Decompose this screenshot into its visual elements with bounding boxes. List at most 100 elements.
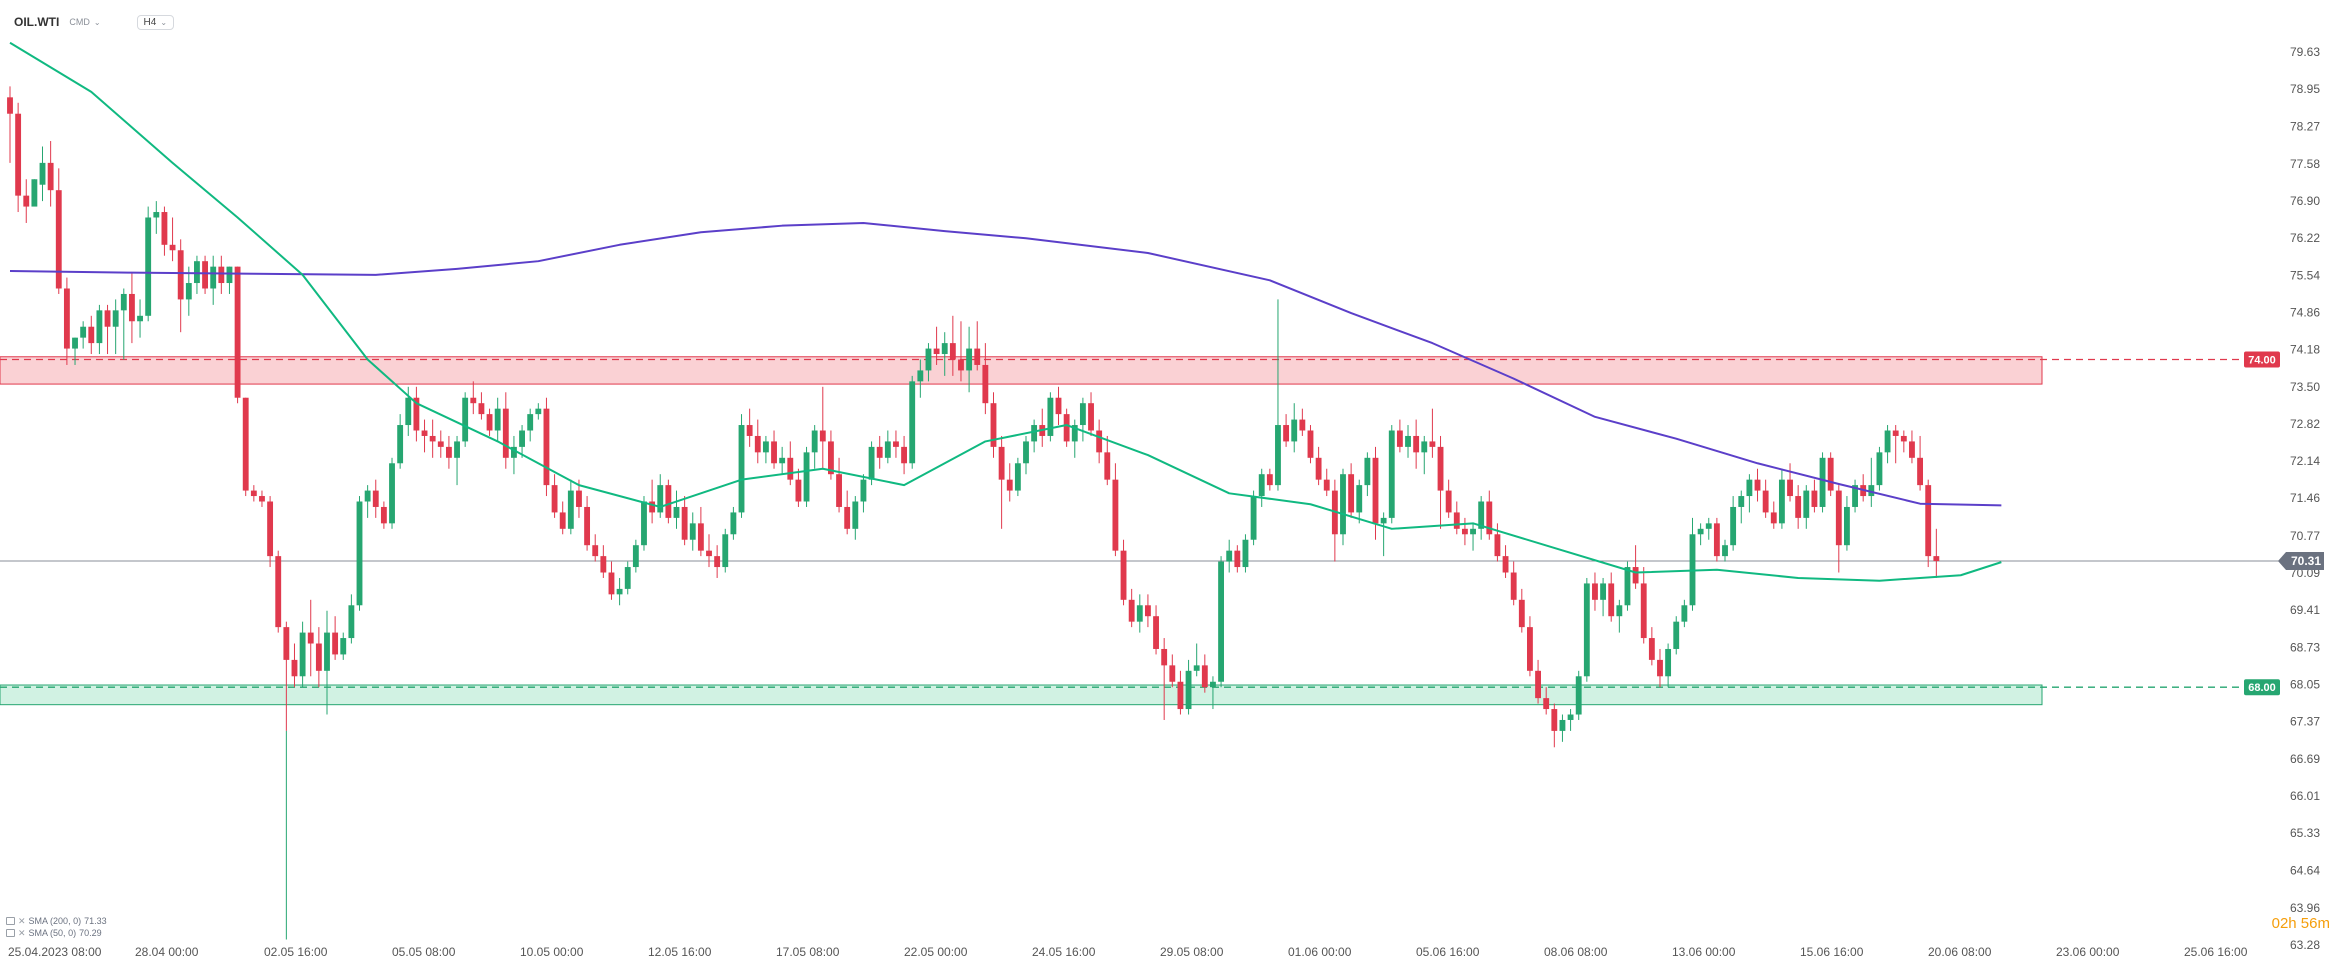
candle-body — [218, 266, 225, 284]
candle-body — [909, 381, 916, 464]
candle-body — [933, 348, 940, 355]
candle-body — [1494, 534, 1501, 557]
candle-body — [104, 310, 111, 327]
candle-body — [145, 217, 152, 316]
candle-body — [779, 457, 786, 464]
candle-body — [1640, 583, 1647, 639]
candle-body — [307, 632, 314, 644]
candle-body — [1201, 665, 1208, 688]
candle-body — [1071, 425, 1078, 442]
indicator-value: 70.29 — [79, 928, 102, 938]
candle-body — [1600, 583, 1607, 600]
candle-body — [1169, 665, 1176, 682]
candle-body — [250, 490, 257, 497]
support-price-tag-bg — [2244, 679, 2280, 696]
y-tick-label: 69.41 — [2290, 603, 2320, 617]
candle-body — [502, 408, 509, 458]
candle-body — [657, 485, 664, 513]
candle-body — [519, 430, 525, 447]
candle-body — [1892, 430, 1899, 436]
candle-body — [267, 501, 274, 557]
candle-body — [120, 293, 127, 311]
candle-body — [941, 343, 948, 355]
x-tick-label: 15.06 16:00 — [1800, 945, 1864, 959]
candle-body — [1868, 485, 1875, 497]
candle-body — [234, 266, 241, 398]
candle-body — [177, 250, 184, 300]
candle-body — [1323, 479, 1330, 491]
symbol-label[interactable]: OIL.WTI — [14, 15, 60, 29]
candle-body — [1023, 441, 1029, 464]
instrument-type-label: CMD — [69, 17, 90, 27]
candle-body — [1754, 479, 1761, 491]
y-tick-label: 78.95 — [2290, 82, 2320, 96]
candle-body — [1185, 670, 1192, 710]
y-tick-label: 72.82 — [2290, 417, 2320, 431]
candle-body — [380, 506, 387, 524]
chevron-down-icon: ⌄ — [160, 17, 168, 27]
candle-body — [1372, 457, 1379, 524]
candle-body — [1917, 457, 1924, 486]
candle-body — [405, 397, 412, 426]
candle-body — [372, 490, 379, 507]
settings-icon[interactable] — [6, 929, 15, 937]
candle-body — [7, 97, 13, 114]
candle-body — [437, 441, 444, 447]
indicator-sma50[interactable]: ✕ SMA (50, 0) 70.29 — [6, 927, 107, 939]
candle-body — [949, 343, 956, 360]
candle-body — [1933, 556, 1940, 562]
timeframe-selector[interactable]: H4 ⌄ — [136, 14, 175, 30]
close-icon[interactable]: ✕ — [18, 916, 26, 926]
candle-body — [1340, 474, 1346, 535]
close-icon[interactable]: ✕ — [18, 928, 26, 938]
candle-body — [1713, 523, 1720, 557]
candle-body — [543, 408, 550, 486]
x-tick-label: 28.04 00:00 — [135, 945, 199, 959]
settings-icon[interactable] — [6, 917, 15, 925]
x-tick-label: 13.06 00:00 — [1672, 945, 1736, 959]
candle-body — [39, 162, 46, 185]
candle-body — [47, 162, 54, 191]
candle-body — [421, 430, 428, 436]
indicator-sma200[interactable]: ✕ SMA (200, 0) 71.33 — [6, 915, 107, 927]
candle-body — [1242, 539, 1249, 568]
resistance-price-tag: 74.00 — [2248, 354, 2276, 366]
candle-body — [738, 425, 745, 513]
candle-body — [1592, 583, 1598, 600]
candle-body — [608, 572, 615, 595]
candle-body — [348, 605, 355, 639]
candle-body — [600, 556, 607, 573]
candle-body — [1291, 419, 1298, 442]
candle-body — [527, 414, 534, 431]
candle-body — [1510, 572, 1517, 600]
instrument-type[interactable]: CMD ⌄ — [69, 17, 100, 27]
candle-body — [1567, 714, 1574, 720]
candle-body — [1835, 490, 1842, 546]
chart-header: OIL.WTI CMD ⌄ H4 ⌄ — [0, 0, 614, 44]
x-tick-label: 23.06 00:00 — [2056, 945, 2120, 959]
candle-body — [925, 348, 932, 371]
candle-body — [23, 195, 30, 207]
candle-body — [1153, 616, 1159, 649]
candle-body — [1608, 583, 1615, 617]
candle-body — [1014, 463, 1021, 491]
candle-body — [1234, 550, 1241, 568]
candle-body — [1356, 485, 1363, 513]
candle-body — [242, 397, 249, 491]
candle-body — [958, 359, 964, 371]
candle-body — [1730, 506, 1737, 546]
candle-body — [397, 425, 404, 464]
candle-body — [1746, 479, 1753, 497]
candle-body — [1803, 490, 1810, 518]
candle-body — [486, 414, 493, 431]
candle-body — [592, 545, 599, 557]
candle-body — [1437, 446, 1444, 491]
candle-body — [1762, 490, 1769, 513]
candle-body — [1275, 425, 1281, 486]
candle-body — [1486, 501, 1493, 535]
candle-body — [1210, 681, 1216, 688]
candle-body — [259, 496, 265, 502]
y-tick-label: 75.54 — [2290, 268, 2320, 282]
